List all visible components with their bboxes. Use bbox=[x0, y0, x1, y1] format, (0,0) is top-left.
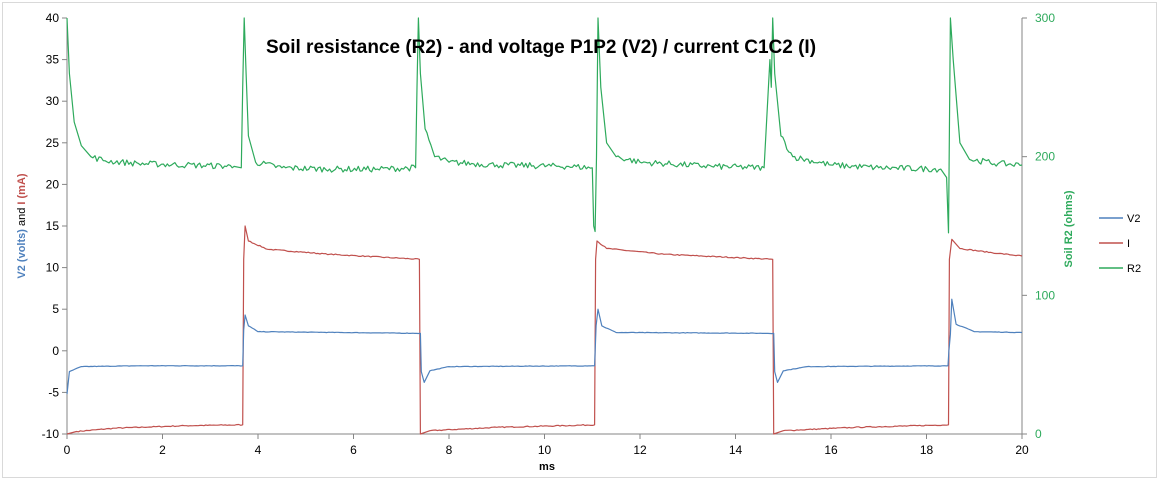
plot-area bbox=[66, 18, 1023, 435]
left-y-axis-title-v2: V2 (volts) bbox=[16, 229, 28, 279]
left-y-axis-title-and: and bbox=[16, 205, 28, 229]
series-i-line bbox=[66, 225, 1023, 435]
chart-svg: 0 2 4 6 8 10 12 14 16 18 20 -10 -5 0 5 10 15 20 25 30 35 40 0 1… bbox=[16, 11, 1141, 473]
left-y-axis-title-i: I (mA) bbox=[16, 173, 28, 205]
y-left-tick-label: 20 bbox=[46, 177, 60, 191]
x-tick-label: 20 bbox=[1015, 443, 1029, 457]
y-left-tick-label: -5 bbox=[48, 385, 59, 399]
y-right-tick-label: 100 bbox=[1035, 288, 1055, 302]
series-v2-line bbox=[66, 298, 1023, 395]
x-axis-title: ms bbox=[539, 461, 555, 473]
y-right-tick-label: 0 bbox=[1035, 427, 1042, 441]
x-tick-label: 14 bbox=[729, 443, 743, 457]
legend-label-i: I bbox=[1127, 238, 1130, 250]
y-left-tick-label: 0 bbox=[52, 344, 59, 358]
y-right-tick-label: 300 bbox=[1035, 11, 1055, 25]
x-tick-label: 4 bbox=[255, 443, 262, 457]
x-tick-label: 8 bbox=[446, 443, 453, 457]
y-left-tick-label: 25 bbox=[46, 136, 60, 150]
legend: V2 I R2 bbox=[1099, 213, 1141, 275]
y-right-tick-label: 200 bbox=[1035, 150, 1055, 164]
x-tick-label: 6 bbox=[350, 443, 357, 457]
y-left-tick-label: 35 bbox=[46, 53, 60, 67]
x-tick-label: 2 bbox=[159, 443, 166, 457]
left-y-axis-title: V2 (volts) and I (mA) bbox=[16, 173, 28, 278]
y-left-tick-label: 40 bbox=[46, 11, 60, 25]
y-left-tick-label: 10 bbox=[46, 261, 60, 275]
y-left-tick-label: 15 bbox=[46, 219, 60, 233]
series-r2-line bbox=[66, 17, 1023, 234]
x-tick-label: 0 bbox=[64, 443, 71, 457]
chart-area: 0 2 4 6 8 10 12 14 16 18 20 -10 -5 0 5 10 15 20 25 30 35 40 0 1… bbox=[2, 2, 1157, 478]
x-tick-label: 16 bbox=[824, 443, 838, 457]
right-y-axis-title: Soil R2 (ohms) bbox=[1063, 190, 1075, 267]
legend-label-v2: V2 bbox=[1127, 213, 1140, 225]
y-left-tick-label: 5 bbox=[52, 302, 59, 316]
x-tick-label: 18 bbox=[920, 443, 934, 457]
y-left-tick-label: -10 bbox=[42, 427, 60, 441]
legend-label-r2: R2 bbox=[1127, 263, 1141, 275]
x-tick-label: 12 bbox=[633, 443, 647, 457]
chart-title: Soil resistance (R2) - and voltage P1P2 … bbox=[266, 37, 816, 58]
x-tick-label: 10 bbox=[538, 443, 552, 457]
y-left-tick-label: 30 bbox=[46, 94, 60, 108]
